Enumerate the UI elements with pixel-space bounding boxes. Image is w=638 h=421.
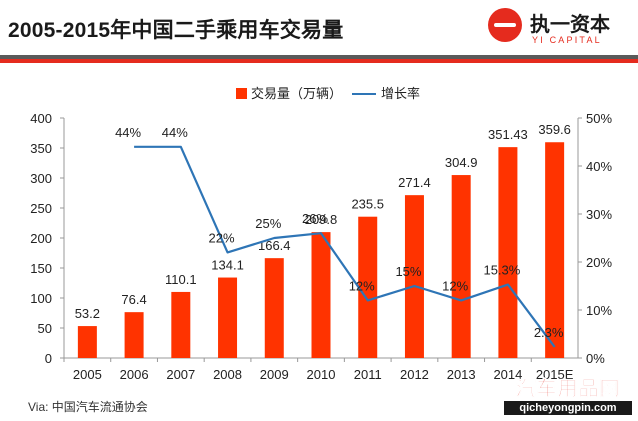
bar-value-label: 271.4	[398, 175, 431, 190]
bar	[171, 291, 191, 358]
bar	[404, 195, 424, 358]
page-title: 2005-2015年中国二手乘用车交易量	[8, 19, 344, 42]
bar-value-label: 134.1	[211, 258, 244, 273]
bar-value-label: 351.43	[488, 127, 528, 142]
bar	[451, 175, 471, 358]
y-left-tick-label: 100	[30, 291, 52, 306]
bar-value-label: 235.5	[351, 197, 384, 212]
x-tick-label: 2011	[354, 367, 382, 382]
bar	[498, 147, 518, 358]
growth-rate-label: 25%	[255, 216, 281, 231]
y-left-tick-label: 350	[30, 141, 52, 156]
source-note: Via: 中国汽车流通协会	[28, 400, 148, 414]
header-divider-dark	[0, 55, 638, 59]
company-logo: 执一资本 YI CAPITAL	[488, 6, 636, 52]
logo-mark-icon	[488, 8, 522, 42]
y-right-tick-label: 20%	[586, 255, 612, 270]
bar-value-label: 53.2	[75, 306, 100, 321]
growth-rate-line	[134, 145, 556, 348]
x-tick-label: 2008	[213, 367, 242, 382]
x-tick-label: 2014	[493, 367, 522, 382]
x-tick-label: 2009	[260, 367, 289, 382]
growth-rate-label: 22%	[209, 230, 235, 245]
header-divider-red	[0, 59, 638, 63]
growth-rate-label: 2.3%	[534, 325, 564, 340]
x-tick-label: 2013	[447, 367, 476, 382]
bar	[545, 142, 565, 358]
bar-value-label: 166.4	[258, 238, 291, 253]
legend-line-label: 增长率	[381, 86, 420, 101]
y-left-tick-label: 300	[30, 171, 52, 186]
legend-bar-label: 交易量（万辆）	[251, 86, 342, 101]
bar-value-label: 304.9	[445, 155, 478, 170]
x-tick-label: 2015E	[536, 367, 574, 382]
y-right-tick-label: 0%	[586, 351, 605, 366]
bar	[124, 312, 144, 358]
growth-rate-label: 44%	[115, 125, 141, 140]
site-watermark: 汽车用品网 qicheyongpin.com	[504, 378, 632, 418]
y-left-tick-label: 250	[30, 201, 52, 216]
y-right-tick-label: 10%	[586, 303, 612, 318]
watermark-url: qicheyongpin.com	[504, 401, 632, 415]
y-left-tick-label: 50	[38, 321, 52, 336]
combo-chart: 交易量（万辆） 增长率 0 50 100 150 200 250 300 350 400 0% 10% 2…	[30, 86, 612, 382]
legend-bar-swatch	[236, 88, 247, 99]
logo-subtitle: YI CAPITAL	[532, 35, 602, 45]
x-tick-label: 2006	[120, 367, 149, 382]
bar	[311, 232, 331, 358]
x-tick-label: 2010	[307, 367, 336, 382]
growth-rate-label: 44%	[162, 125, 188, 140]
bar	[264, 258, 284, 358]
bar-value-label: 359.6	[538, 122, 571, 137]
y-right-tick-label: 50%	[586, 111, 612, 126]
growth-rate-label: 26%	[302, 211, 328, 226]
y-left-tick-label: 150	[30, 261, 52, 276]
growth-rate-label: 15.3%	[483, 263, 520, 278]
bar	[358, 216, 378, 358]
bar	[77, 326, 97, 358]
growth-rate-label: 15%	[395, 264, 421, 279]
x-tick-label: 2007	[166, 367, 195, 382]
logo-name: 执一资本	[530, 14, 610, 36]
growth-rate-label: 12%	[349, 278, 375, 293]
y-right-tick-label: 40%	[586, 159, 612, 174]
y-left-tick-label: 0	[45, 351, 52, 366]
x-tick-label: 2005	[73, 367, 102, 382]
bar-value-label: 76.4	[121, 292, 146, 307]
y-right-tick-label: 30%	[586, 207, 612, 222]
bar-value-label: 209.8	[305, 212, 338, 227]
y-left-tick-label: 200	[30, 231, 52, 246]
y-left-tick-label: 400	[30, 111, 52, 126]
watermark-name: 汽车用品网	[515, 378, 621, 401]
growth-rate-label: 12%	[442, 278, 468, 293]
bar-value-label: 110.1	[165, 272, 197, 287]
x-tick-label: 2012	[400, 367, 429, 382]
bar	[218, 277, 238, 358]
